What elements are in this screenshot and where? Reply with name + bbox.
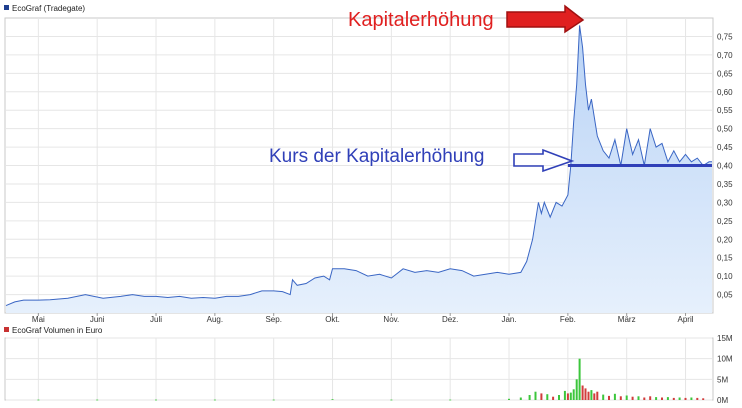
capital-increase-price-arrow xyxy=(513,148,575,173)
volume-y-tick-label: 0M xyxy=(717,396,728,405)
x-tick-label: März xyxy=(618,315,636,324)
volume-bar xyxy=(508,398,510,400)
volume-bar xyxy=(540,393,543,400)
price-y-tick-label: 0,45 xyxy=(717,143,733,152)
volume-bar xyxy=(390,399,393,401)
price-y-tick-label: 0,15 xyxy=(717,254,733,263)
capital-increase-arrow xyxy=(506,4,585,34)
volume-bar xyxy=(96,399,99,401)
capital-increase-label: Kapitalerhöhung xyxy=(348,9,494,31)
volume-bar xyxy=(155,399,157,401)
volume-y-tick-label: 15M xyxy=(717,334,733,343)
volume-legend-swatch xyxy=(4,327,9,332)
price-legend-label: EcoGraf (Tradegate) xyxy=(12,4,85,13)
price-area xyxy=(6,25,712,314)
price-y-tick-label: 0,65 xyxy=(717,69,733,78)
volume-bar xyxy=(619,396,622,400)
volume-bars xyxy=(37,358,705,401)
volume-bar xyxy=(519,397,522,400)
price-y-tick-label: 0,55 xyxy=(717,106,733,115)
volume-bar xyxy=(581,385,584,400)
volume-bar xyxy=(584,388,587,400)
volume-bar xyxy=(558,395,560,400)
volume-panel-frame xyxy=(4,337,714,401)
price-legend-swatch xyxy=(4,5,9,10)
volume-bar xyxy=(684,397,687,400)
volume-bar xyxy=(449,399,452,401)
volume-bar xyxy=(575,379,578,400)
volume-bar xyxy=(655,397,658,400)
volume-bar xyxy=(590,390,593,400)
volume-bar xyxy=(690,397,693,400)
volume-bar xyxy=(678,397,681,400)
volume-bar xyxy=(613,393,616,400)
volume-y-axis: 0M 5M 10M 15M xyxy=(717,334,733,405)
volume-legend-label: EcoGraf Volumen in Euro xyxy=(12,326,103,335)
volume-bar xyxy=(546,394,549,400)
capital-increase-price-annotation: Kurs der Kapitalerhöhung xyxy=(269,146,712,173)
volume-bar xyxy=(666,397,669,400)
volume-bar xyxy=(534,391,537,400)
volume-bar xyxy=(637,396,640,400)
price-y-tick-label: 0,50 xyxy=(717,125,733,134)
volume-bar xyxy=(37,399,40,401)
volume-bar xyxy=(552,396,555,400)
price-y-tick-label: 0,10 xyxy=(717,272,733,281)
volume-bar xyxy=(643,397,646,400)
volume-bar xyxy=(566,393,569,400)
volume-bar xyxy=(696,397,699,400)
volume-bar xyxy=(272,399,275,401)
x-tick-label: Feb. xyxy=(560,315,576,324)
price-y-tick-label: 0,60 xyxy=(717,88,733,97)
volume-bar xyxy=(593,393,596,400)
capital-increase-price-label: Kurs der Kapitalerhöhung xyxy=(269,146,484,167)
price-y-tick-label: 0,70 xyxy=(717,51,733,60)
x-tick-label: Okt. xyxy=(325,315,340,324)
volume-bar xyxy=(625,395,628,400)
price-y-tick-label: 0,20 xyxy=(717,235,733,244)
volume-bar xyxy=(563,390,566,400)
price-x-axis: Mai Juni Juli Aug. Sep. Okt. Nov. Dez. Jan. Feb. M… xyxy=(32,313,694,324)
x-tick-label: Sep. xyxy=(265,315,281,324)
price-y-tick-label: 0,40 xyxy=(717,162,733,171)
volume-bar xyxy=(528,395,531,400)
price-y-tick-label: 0,30 xyxy=(717,198,733,207)
volume-bar xyxy=(602,394,605,400)
price-y-tick-label: 0,25 xyxy=(717,217,733,226)
volume-bar xyxy=(631,396,634,400)
volume-bar xyxy=(596,391,599,400)
volume-bar xyxy=(572,389,575,400)
volume-bar xyxy=(661,397,663,400)
volume-y-tick-label: 10M xyxy=(717,355,733,364)
price-y-tick-label: 0,35 xyxy=(717,180,733,189)
x-tick-label: April xyxy=(678,315,694,324)
volume-bar xyxy=(213,399,216,401)
x-tick-label: Aug. xyxy=(207,315,223,324)
x-tick-label: Mai xyxy=(32,315,45,324)
volume-bar xyxy=(331,399,334,400)
volume-bar xyxy=(569,392,572,400)
price-y-tick-label: 0,75 xyxy=(717,32,733,41)
x-tick-label: Jan. xyxy=(501,315,516,324)
x-tick-label: Dez. xyxy=(442,315,458,324)
volume-bar xyxy=(649,396,652,400)
x-tick-label: Nov. xyxy=(383,315,399,324)
volume-bar xyxy=(672,397,675,400)
volume-bar xyxy=(702,398,705,400)
price-y-tick-label: 0,05 xyxy=(717,291,733,300)
volume-bar xyxy=(587,391,590,400)
volume-y-tick-label: 5M xyxy=(717,375,728,384)
x-tick-label: Juli xyxy=(150,315,162,324)
x-tick-label: Juni xyxy=(90,315,105,324)
volume-bar xyxy=(578,358,581,400)
price-y-axis: 0,05 0,10 0,15 0,20 0,25 0,30 0,35 0,40 0,45 0,50… xyxy=(717,32,733,299)
capital-increase-annotation: Kapitalerhöhung xyxy=(348,4,585,34)
price-line xyxy=(5,25,712,307)
volume-bar xyxy=(608,395,610,400)
